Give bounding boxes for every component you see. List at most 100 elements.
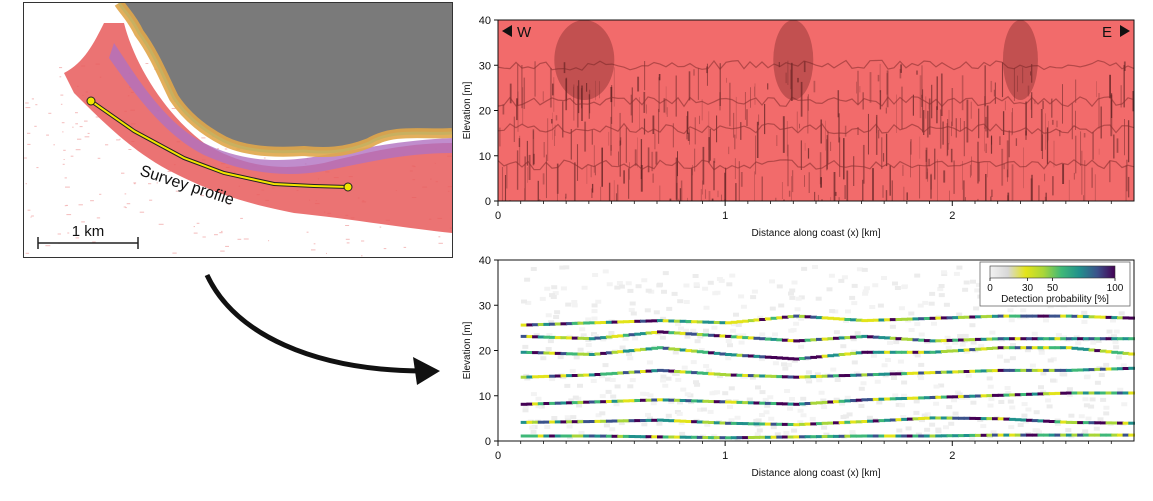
- heatmap-cell: [1020, 314, 1028, 318]
- heatmap-cell: [713, 400, 721, 404]
- heatmap-cell: [1099, 315, 1107, 319]
- heatmap-cell: [940, 416, 948, 420]
- heatmap-cell: [681, 365, 688, 370]
- speckle: [75, 123, 78, 125]
- speckle: [66, 214, 72, 216]
- heatmap-cell: [781, 362, 787, 367]
- heatmap-cell: [694, 382, 701, 387]
- heatmap-cell: [708, 400, 715, 403]
- heatmap-cell: [853, 371, 860, 376]
- speckle: [383, 248, 387, 250]
- heatmap-cell: [1020, 418, 1028, 422]
- heatmap-cell: [992, 433, 999, 437]
- heatmap-cell: [895, 418, 903, 422]
- heatmap-cell: [1037, 392, 1045, 396]
- heatmap-cell: [1003, 337, 1011, 341]
- heatmap-cell: [1111, 421, 1118, 425]
- heatmap-cell: [787, 435, 795, 439]
- heatmap-cell: [1099, 421, 1107, 425]
- heatmap-cell: [606, 282, 613, 287]
- heatmap-cell: [809, 416, 816, 421]
- heatmap-cell: [692, 274, 699, 278]
- heatmap-cell: [827, 316, 835, 320]
- heatmap-cell: [913, 399, 920, 404]
- heatmap-cell: [628, 349, 636, 353]
- heatmap-cell: [901, 337, 908, 341]
- heatmap-cell: [568, 398, 575, 403]
- heatmap-cell: [641, 278, 648, 283]
- heatmap-cell: [532, 375, 539, 379]
- heatmap-cell: [951, 398, 957, 403]
- speckle: [243, 238, 249, 240]
- heatmap-cell: [793, 357, 800, 361]
- heatmap-cell: [1043, 346, 1050, 350]
- heatmap-cell: [804, 315, 812, 319]
- heatmap-cell: [776, 338, 783, 342]
- heatmap-cell: [759, 374, 766, 378]
- heatmap-cell: [526, 402, 534, 406]
- heatmap-cell: [952, 316, 959, 320]
- heatmap-cell: [1014, 346, 1022, 350]
- heatmap-cell: [844, 336, 852, 340]
- speckle: [64, 177, 67, 179]
- heatmap-cell: [896, 428, 903, 433]
- heatmap-cell: [861, 398, 869, 402]
- heatmap-cell: [571, 352, 579, 356]
- heatmap-cell: [708, 436, 715, 440]
- heatmap-cell: [1009, 433, 1016, 437]
- heatmap-cell: [1031, 346, 1039, 350]
- heatmap-cell: [901, 285, 908, 290]
- heatmap-cell: [940, 434, 948, 438]
- heatmap-cell: [833, 421, 840, 425]
- heatmap-cell: [613, 402, 620, 407]
- heatmap-cell: [906, 434, 914, 438]
- heatmap-cell: [645, 347, 653, 351]
- speckle: [60, 103, 63, 105]
- speckle: [268, 240, 270, 242]
- heatmap-cell: [935, 350, 942, 354]
- heatmap-cell: [522, 404, 529, 409]
- heatmap-cell: [791, 428, 798, 433]
- heatmap-cell: [764, 403, 771, 408]
- heatmap-cell: [719, 334, 727, 338]
- heatmap-cell: [609, 378, 616, 382]
- heatmap-cell: [685, 420, 693, 423]
- colorbar-tick-label: 50: [1047, 283, 1059, 294]
- heatmap-cell: [560, 401, 568, 405]
- heatmap-cell: [725, 334, 732, 338]
- heatmap-cell: [986, 376, 993, 381]
- heatmap-cell: [600, 321, 607, 324]
- heatmap-cell: [764, 317, 772, 321]
- surface-texture: [497, 20, 1135, 201]
- heatmap-cell: [980, 337, 988, 341]
- speckle: [78, 204, 83, 206]
- heatmap-cell: [545, 347, 552, 351]
- heatmap-cell: [571, 300, 578, 304]
- speckle: [225, 245, 229, 247]
- heatmap-cell: [959, 342, 966, 347]
- heatmap-cell: [958, 315, 965, 319]
- heatmap-cell: [759, 318, 766, 321]
- heatmap-cell: [1105, 337, 1113, 341]
- map-panel: Survey profile 1 km: [23, 2, 453, 258]
- heatmap-cell: [1009, 417, 1016, 421]
- speckle: [171, 108, 176, 109]
- heatmap-cell: [889, 372, 897, 376]
- speckle: [149, 199, 153, 201]
- heatmap-cell: [838, 317, 846, 321]
- heatmap-cell: [628, 399, 636, 403]
- heatmap-cell: [772, 361, 779, 366]
- heatmap-cell: [1007, 399, 1014, 404]
- heatmap-cell: [827, 354, 835, 358]
- heatmap-cell: [997, 314, 1005, 318]
- heatmap-cell: [685, 332, 693, 336]
- heatmap-cell: [833, 330, 840, 335]
- heatmap-cell: [935, 429, 942, 434]
- x-axis-label: Distance along coast (x) [km]: [752, 468, 881, 479]
- speckle: [27, 132, 31, 134]
- heatmap-cell: [816, 422, 823, 426]
- heatmap-cell: [1117, 351, 1124, 355]
- heatmap-cell: [685, 349, 693, 353]
- heatmap-cell: [862, 291, 869, 296]
- heatmap-cell: [592, 334, 599, 338]
